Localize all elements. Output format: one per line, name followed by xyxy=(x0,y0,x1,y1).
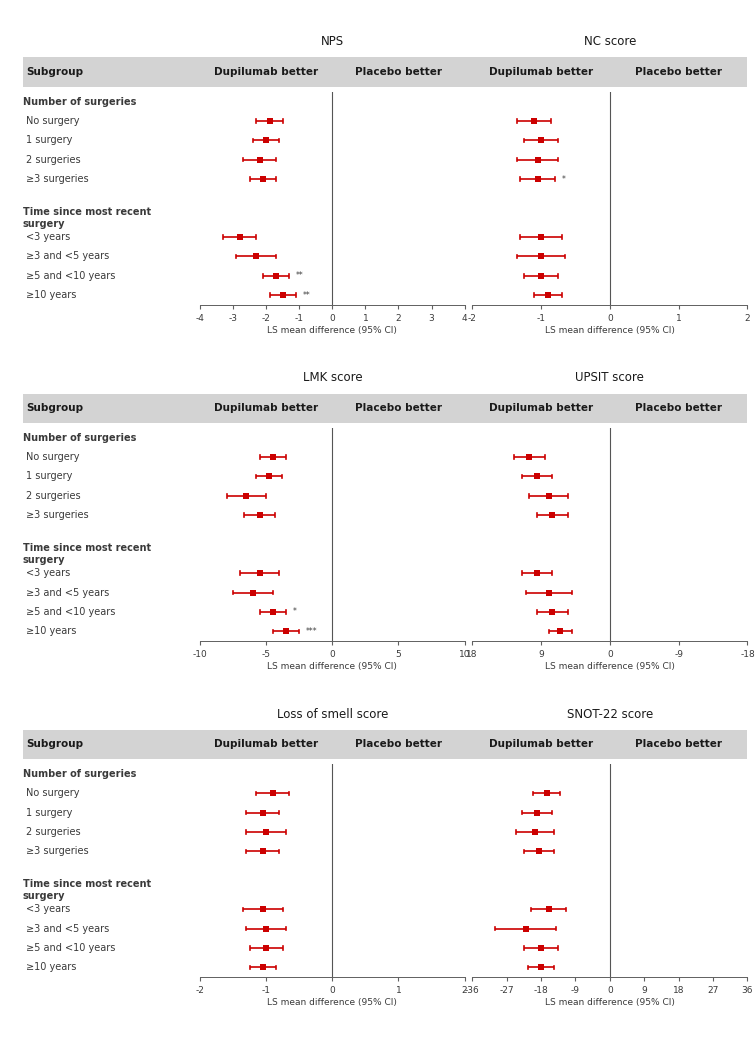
Text: <3 years: <3 years xyxy=(26,904,71,914)
Text: Dupilumab better: Dupilumab better xyxy=(489,67,593,77)
Text: Placebo better: Placebo better xyxy=(355,67,442,77)
Text: **: ** xyxy=(296,272,304,280)
Text: UPSIT score: UPSIT score xyxy=(575,371,644,385)
Text: *: * xyxy=(293,607,297,617)
Text: Time since most recent
surgery: Time since most recent surgery xyxy=(23,879,151,901)
Text: ≥5 and <10 years: ≥5 and <10 years xyxy=(26,943,116,953)
Text: No surgery: No surgery xyxy=(26,452,80,462)
Text: ≥5 and <10 years: ≥5 and <10 years xyxy=(26,607,116,617)
Text: ≥3 and <5 years: ≥3 and <5 years xyxy=(26,587,109,598)
Text: Dupilumab better: Dupilumab better xyxy=(214,403,319,413)
Text: *: * xyxy=(562,175,565,184)
Text: Number of surgeries: Number of surgeries xyxy=(23,769,136,779)
Text: 2 surgeries: 2 surgeries xyxy=(26,155,81,165)
Text: Dupilumab better: Dupilumab better xyxy=(489,740,593,749)
Text: ≥10 years: ≥10 years xyxy=(26,291,77,300)
Text: ≥3 surgeries: ≥3 surgeries xyxy=(26,175,89,184)
Text: ≥5 and <10 years: ≥5 and <10 years xyxy=(26,271,116,281)
Text: 1 surgery: 1 surgery xyxy=(26,808,72,817)
Text: ≥3 surgeries: ≥3 surgeries xyxy=(26,846,89,856)
Text: Number of surgeries: Number of surgeries xyxy=(23,433,136,443)
X-axis label: LS mean difference (95% CI): LS mean difference (95% CI) xyxy=(545,998,675,1007)
Text: 1 surgery: 1 surgery xyxy=(26,471,72,482)
Text: NC score: NC score xyxy=(584,36,636,48)
Text: Subgroup: Subgroup xyxy=(26,740,84,749)
Text: Placebo better: Placebo better xyxy=(355,403,442,413)
Text: Placebo better: Placebo better xyxy=(355,740,442,749)
X-axis label: LS mean difference (95% CI): LS mean difference (95% CI) xyxy=(545,661,675,671)
Text: LMK score: LMK score xyxy=(303,371,362,385)
Text: Dupilumab better: Dupilumab better xyxy=(489,403,593,413)
Text: Placebo better: Placebo better xyxy=(635,740,722,749)
Text: 2 surgeries: 2 surgeries xyxy=(26,827,81,837)
Text: Dupilumab better: Dupilumab better xyxy=(214,740,319,749)
Text: Time since most recent
surgery: Time since most recent surgery xyxy=(23,543,151,564)
Text: Loss of smell score: Loss of smell score xyxy=(276,707,388,721)
Text: NPS: NPS xyxy=(321,36,344,48)
Text: Placebo better: Placebo better xyxy=(635,403,722,413)
Text: No surgery: No surgery xyxy=(26,788,80,798)
Text: Dupilumab better: Dupilumab better xyxy=(214,67,319,77)
X-axis label: LS mean difference (95% CI): LS mean difference (95% CI) xyxy=(267,661,397,671)
Text: Number of surgeries: Number of surgeries xyxy=(23,96,136,107)
X-axis label: LS mean difference (95% CI): LS mean difference (95% CI) xyxy=(267,326,397,334)
Text: 2 surgeries: 2 surgeries xyxy=(26,491,81,501)
Text: <3 years: <3 years xyxy=(26,568,71,578)
Text: SNOT-22 score: SNOT-22 score xyxy=(567,707,653,721)
Text: <3 years: <3 years xyxy=(26,232,71,242)
Text: Placebo better: Placebo better xyxy=(635,67,722,77)
Text: ≥3 and <5 years: ≥3 and <5 years xyxy=(26,924,109,933)
Text: ≥3 surgeries: ≥3 surgeries xyxy=(26,510,89,520)
Text: No surgery: No surgery xyxy=(26,116,80,126)
Text: **: ** xyxy=(303,291,310,300)
Text: Subgroup: Subgroup xyxy=(26,67,84,77)
Text: ≥10 years: ≥10 years xyxy=(26,962,77,973)
X-axis label: LS mean difference (95% CI): LS mean difference (95% CI) xyxy=(545,326,675,334)
Text: ≥10 years: ≥10 years xyxy=(26,626,77,636)
Text: 1 surgery: 1 surgery xyxy=(26,136,72,145)
Text: ≥3 and <5 years: ≥3 and <5 years xyxy=(26,252,109,261)
Text: ***: *** xyxy=(306,627,318,635)
Text: Time since most recent
surgery: Time since most recent surgery xyxy=(23,207,151,229)
X-axis label: LS mean difference (95% CI): LS mean difference (95% CI) xyxy=(267,998,397,1007)
Text: Subgroup: Subgroup xyxy=(26,403,84,413)
